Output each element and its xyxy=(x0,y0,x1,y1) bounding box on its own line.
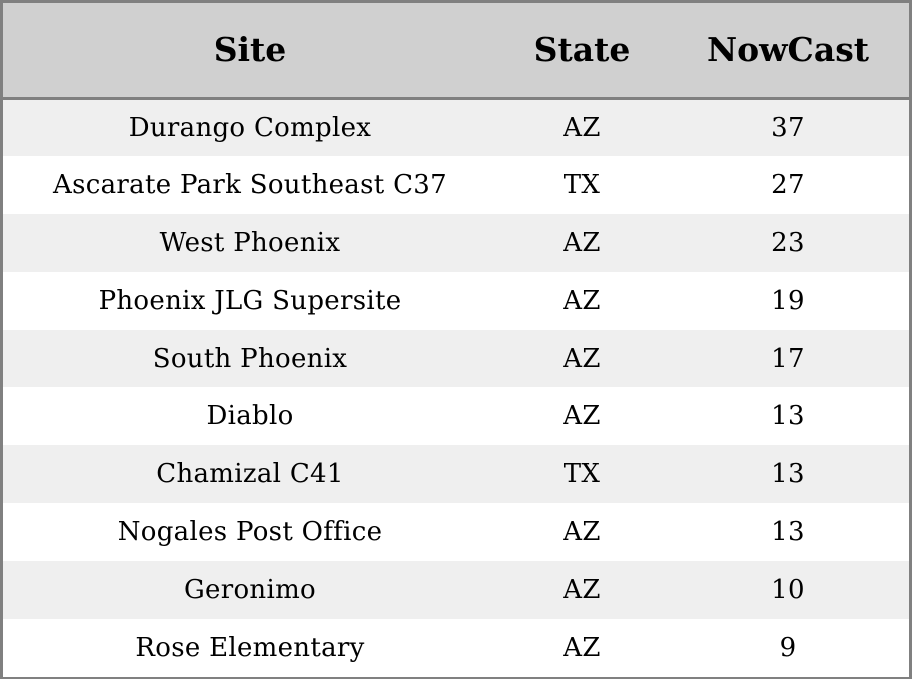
nowcast-cell: 37 xyxy=(771,112,805,143)
state-cell: AZ xyxy=(563,227,601,258)
table-row: Phoenix JLG Supersite AZ 19 xyxy=(3,271,909,330)
table-row: Rose Elementary AZ 9 xyxy=(3,619,909,677)
state-cell: AZ xyxy=(563,632,601,663)
nowcast-cell: 10 xyxy=(771,575,805,606)
state-cell: AZ xyxy=(563,285,601,316)
site-cell: Diablo xyxy=(206,401,294,432)
state-cell: TX xyxy=(563,169,601,200)
table-row: South Phoenix AZ 17 xyxy=(3,329,909,388)
table-header: Site State NowCast xyxy=(3,3,909,100)
site-cell: Nogales Post Office xyxy=(117,517,383,548)
nowcast-cell: 17 xyxy=(771,343,805,374)
state-cell: AZ xyxy=(563,343,601,374)
nowcast-cell: 27 xyxy=(771,169,805,200)
nowcast-cell: 23 xyxy=(771,227,805,258)
table-body: Durango Complex AZ 37 Ascarate Park Sout… xyxy=(3,98,909,677)
nowcast-table: Site State NowCast Durango Complex AZ 37… xyxy=(3,3,909,677)
table-row: Diablo AZ 13 xyxy=(3,387,909,446)
table-row: West Phoenix AZ 23 xyxy=(3,213,909,272)
table-row: Ascarate Park Southeast C37 TX 27 xyxy=(3,155,909,214)
site-cell: Durango Complex xyxy=(128,112,372,143)
state-cell: AZ xyxy=(563,517,601,548)
site-cell: Geronimo xyxy=(183,575,316,606)
state-cell: TX xyxy=(563,459,601,490)
nowcast-cell: 13 xyxy=(771,459,805,490)
site-cell: Phoenix JLG Supersite xyxy=(98,285,402,316)
table-row: Geronimo AZ 10 xyxy=(3,561,909,620)
column-header-nowcast: NowCast xyxy=(667,3,909,100)
nowcast-cell: 9 xyxy=(779,632,797,663)
column-header-site: Site xyxy=(3,3,497,100)
site-cell: Ascarate Park Southeast C37 xyxy=(53,169,447,200)
header-row: Site State NowCast xyxy=(3,3,909,100)
column-header-state: State xyxy=(497,3,667,100)
site-cell: Chamizal C41 xyxy=(156,459,344,490)
nowcast-cell: 13 xyxy=(771,401,805,432)
site-cell: West Phoenix xyxy=(159,227,341,258)
state-cell: AZ xyxy=(563,401,601,432)
state-cell: AZ xyxy=(563,112,601,143)
nowcast-cell: 19 xyxy=(771,285,805,316)
nowcast-cell: 13 xyxy=(771,517,805,548)
site-cell: South Phoenix xyxy=(152,343,348,374)
table-row: Chamizal C41 TX 13 xyxy=(3,445,909,504)
site-cell: Rose Elementary xyxy=(135,632,365,663)
table-row: Nogales Post Office AZ 13 xyxy=(3,503,909,562)
state-cell: AZ xyxy=(563,575,601,606)
table-row: Durango Complex AZ 37 xyxy=(3,98,909,156)
